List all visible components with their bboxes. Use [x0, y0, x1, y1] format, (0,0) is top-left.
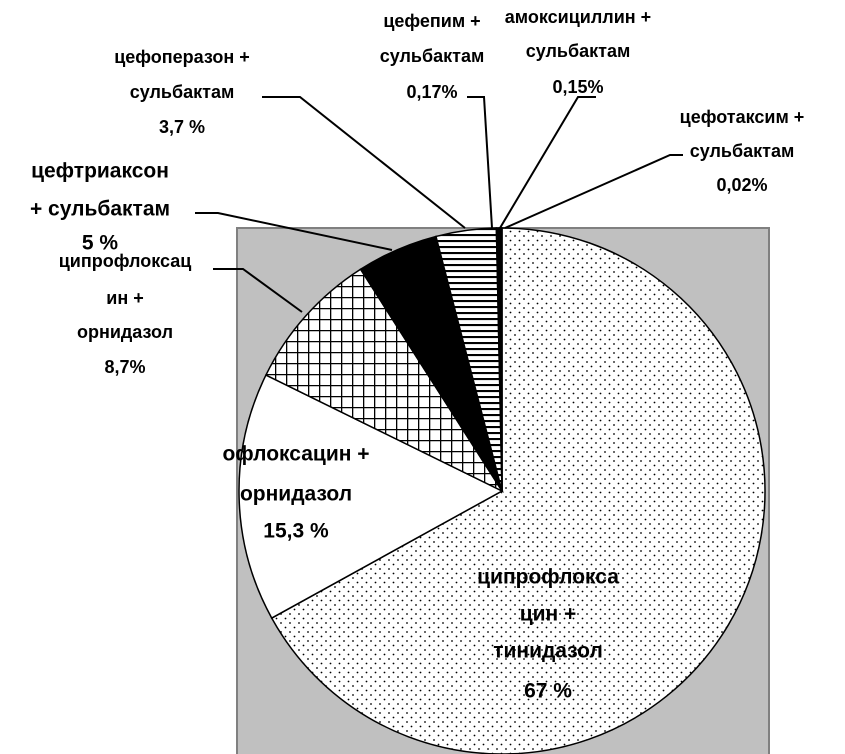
slice-label: цефотаксим + — [680, 107, 805, 127]
value-label: 0,17% — [406, 82, 457, 102]
slice-label: ципрофлоксац — [59, 251, 192, 271]
slice-label: сульбактам — [130, 82, 235, 102]
slice-label: орнидазол — [77, 322, 173, 342]
value-label: 15,3 % — [263, 520, 329, 543]
slice-label: цефепим + — [383, 11, 480, 31]
leader-line — [195, 212, 393, 251]
pie-slice — [264, 268, 505, 493]
slice-label: ципрофлокса — [477, 566, 619, 589]
value-label: 3,7 % — [159, 117, 205, 137]
slice-label: цефоперазон + — [114, 47, 250, 67]
value-label: 67 % — [524, 680, 572, 703]
leader-line — [213, 268, 303, 313]
slice-label: цефтриаксон — [31, 160, 169, 183]
slice-label: цин + — [520, 603, 577, 626]
slice-label: ин + — [106, 288, 143, 308]
slice-label: офлоксацин + — [222, 443, 369, 466]
pie-slice — [238, 374, 504, 620]
value-label: 5 % — [82, 232, 119, 255]
slice-label: орнидазол — [240, 483, 352, 506]
slice-label: + сульбактам — [30, 198, 170, 221]
leader-line — [467, 96, 493, 229]
value-label: 0,15% — [552, 77, 603, 97]
slice-label: тинидазол — [493, 640, 603, 663]
leader-line — [262, 96, 466, 229]
value-label: 0,02% — [716, 175, 767, 195]
slice-label: сульбактам — [380, 46, 485, 66]
slice-label: сульбактам — [526, 41, 631, 61]
value-label: 8,7% — [104, 357, 145, 377]
pie-slice — [270, 227, 766, 754]
slice-label: сульбактам — [690, 141, 795, 161]
leader-line — [504, 154, 683, 229]
slice-label: амоксициллин + — [505, 7, 651, 27]
leader-line — [499, 96, 596, 229]
